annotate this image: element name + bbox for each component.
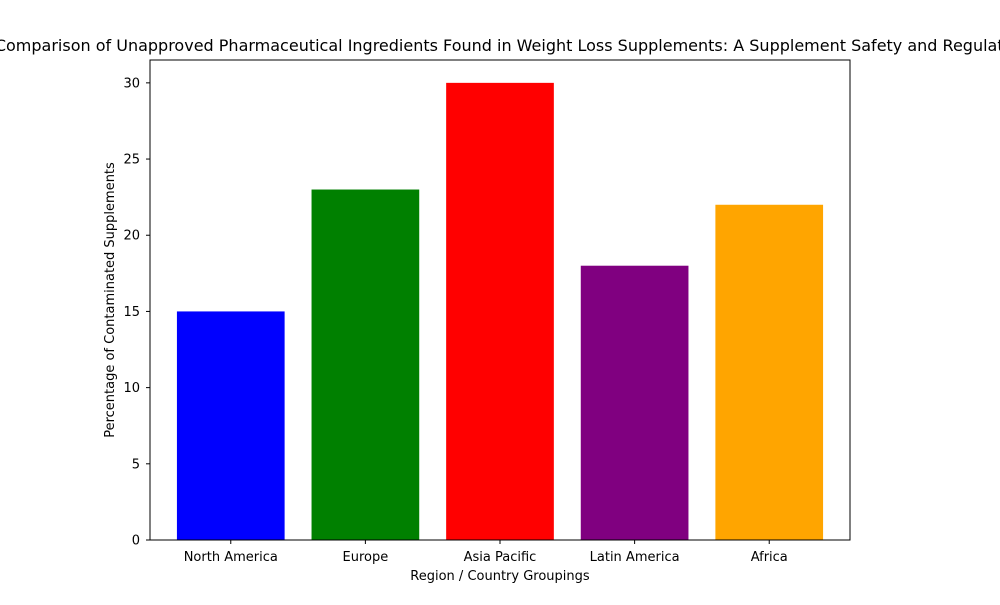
- x-tick-label: Africa: [751, 550, 788, 565]
- x-axis: North America Europe Asia Pacific Latin Ame…: [184, 540, 788, 565]
- y-tick-label: 15: [123, 305, 140, 320]
- y-tick-label: 10: [123, 381, 140, 396]
- y-axis-label: Percentage of Contaminated Supplements: [103, 162, 118, 438]
- y-tick-label: 20: [123, 229, 140, 244]
- chart-title: Regional Comparison of Unapproved Pharma…: [0, 36, 1000, 55]
- bar-europe: [311, 189, 420, 540]
- bar-africa: [715, 204, 824, 540]
- y-tick-label: 30: [123, 76, 140, 91]
- bars: [176, 82, 824, 540]
- x-tick-label: North America: [184, 550, 278, 565]
- x-tick-label: Latin America: [590, 550, 680, 565]
- bar-asia-pacific: [446, 82, 554, 540]
- y-tick-label: 25: [123, 153, 140, 168]
- y-tick-label: 5: [132, 457, 140, 472]
- x-tick-label: Europe: [343, 550, 389, 565]
- bar-latin-america: [580, 265, 689, 540]
- bar-north-america: [176, 311, 285, 540]
- x-axis-label: Region / Country Groupings: [410, 569, 590, 584]
- y-tick-label: 0: [132, 534, 140, 549]
- x-tick-label: Asia Pacific: [464, 550, 537, 565]
- y-axis: 0 5 10 15 20 25 30: [123, 76, 150, 549]
